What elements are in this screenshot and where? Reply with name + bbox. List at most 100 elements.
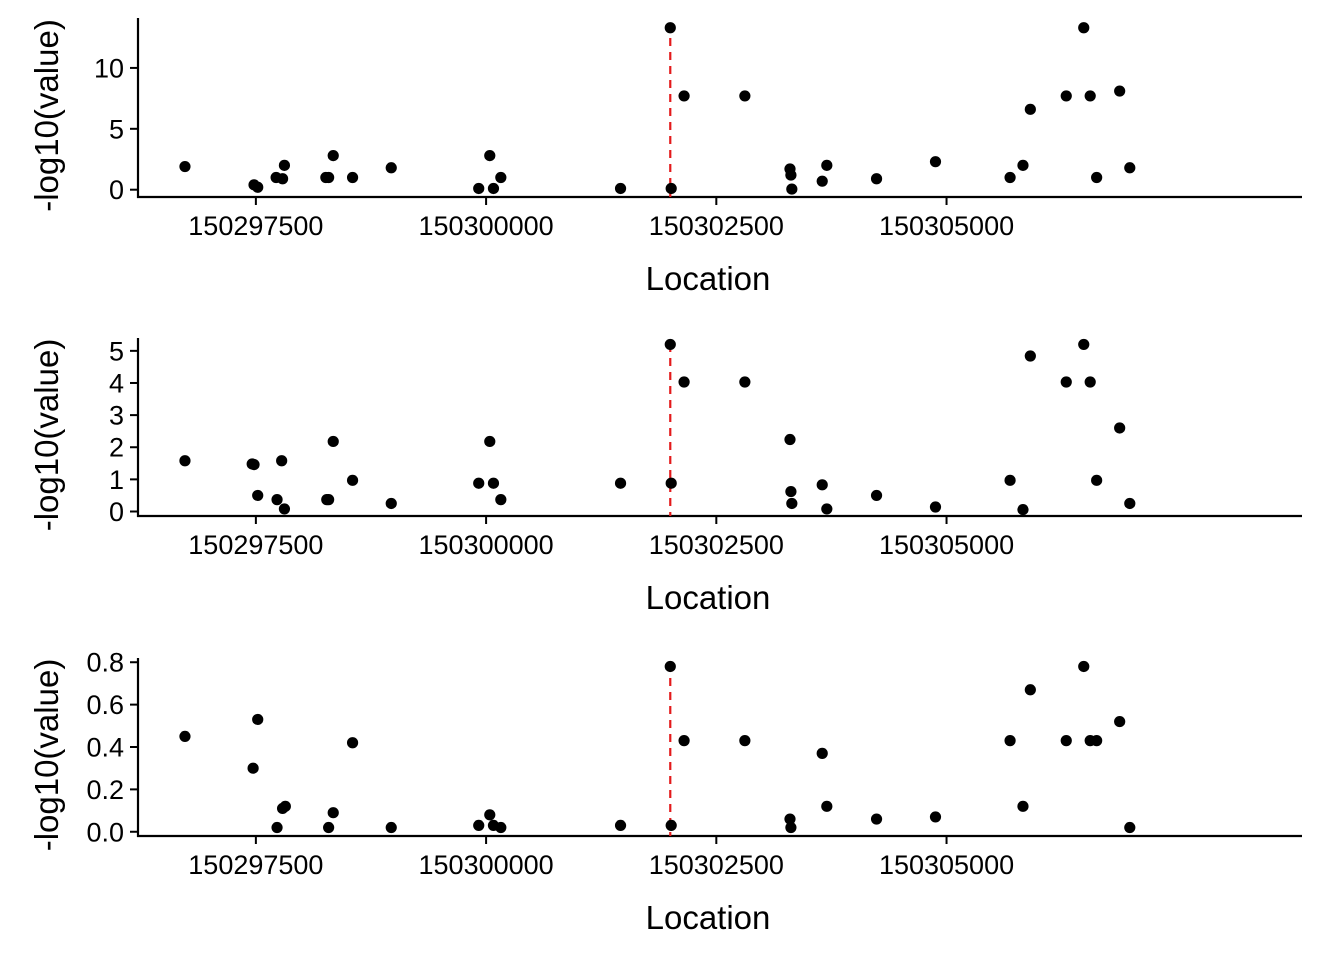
data-point xyxy=(385,162,397,174)
data-point xyxy=(614,182,627,195)
data-point xyxy=(271,821,283,834)
data-point xyxy=(271,494,283,506)
y-axis-title: -log10(value) xyxy=(28,19,65,212)
data-point xyxy=(1091,474,1103,486)
data-point xyxy=(179,730,191,743)
data-point xyxy=(179,455,191,467)
x-tick-label: 150305000 xyxy=(879,530,1014,560)
data-point xyxy=(870,173,883,185)
data-point xyxy=(614,819,627,832)
data-point xyxy=(1084,90,1096,102)
data-point xyxy=(1114,85,1126,97)
data-point xyxy=(495,821,507,834)
data-point xyxy=(1017,800,1029,812)
x-tick-label: 150302500 xyxy=(649,850,784,880)
y-tick-label: 0 xyxy=(109,497,124,527)
data-point xyxy=(678,376,690,388)
x-tick-label: 150297500 xyxy=(188,530,323,560)
data-point xyxy=(665,477,677,489)
x-tick-label: 150302500 xyxy=(649,211,784,241)
data-point xyxy=(665,182,677,195)
panel-3: 0.0 0.2 0.4 0.6 0.8 150297500 150300000 1503025… xyxy=(28,648,1302,936)
data-point xyxy=(1017,503,1029,516)
y-tick-label: 0.2 xyxy=(86,775,124,805)
y-tick-label: 2 xyxy=(109,433,124,463)
data-point xyxy=(785,169,797,181)
y-tick-label: 10 xyxy=(94,53,124,83)
data-point xyxy=(487,182,500,195)
y-tick-label: 0 xyxy=(109,175,124,205)
data-point xyxy=(487,477,500,489)
data-point xyxy=(1078,338,1090,351)
x-tick-label: 150297500 xyxy=(188,211,323,241)
data-point xyxy=(929,811,942,823)
y-tick-label: 5 xyxy=(109,336,124,366)
data-point xyxy=(346,171,359,184)
data-point xyxy=(929,501,942,513)
data-point xyxy=(484,149,496,162)
data-point xyxy=(346,737,359,749)
x-axis-title: Location xyxy=(646,260,771,297)
data-point xyxy=(278,503,291,515)
data-point xyxy=(346,474,359,486)
data-point xyxy=(495,494,507,506)
data-point xyxy=(816,175,828,187)
x-tick-label: 150300000 xyxy=(419,211,554,241)
x-tick-label: 150300000 xyxy=(419,850,554,880)
data-point xyxy=(870,813,883,825)
data-point xyxy=(785,485,797,498)
data-point xyxy=(1084,376,1096,388)
data-point xyxy=(1124,821,1136,834)
data-point xyxy=(821,503,833,515)
data-point xyxy=(816,747,828,759)
data-point xyxy=(484,435,496,448)
data-point xyxy=(870,489,883,502)
data-point xyxy=(279,800,291,812)
data-point xyxy=(276,455,288,467)
data-point xyxy=(786,183,798,195)
data-point xyxy=(1114,715,1126,728)
data-point xyxy=(323,171,335,184)
data-point xyxy=(385,821,397,834)
y-tick-label: 3 xyxy=(109,401,124,431)
data-point xyxy=(1060,735,1072,747)
y-tick-label: 0.0 xyxy=(86,817,124,847)
data-point xyxy=(1060,376,1072,388)
y-tick-label: 0.4 xyxy=(86,733,124,763)
x-tick-label: 150297500 xyxy=(188,850,323,880)
data-point xyxy=(1124,162,1136,174)
data-point xyxy=(323,821,335,834)
data-point xyxy=(1004,735,1016,747)
data-point xyxy=(1114,422,1126,434)
data-point xyxy=(1004,474,1016,486)
y-axis-title: -log10(value) xyxy=(28,659,65,852)
data-point xyxy=(821,159,833,171)
data-point xyxy=(179,160,191,173)
data-point xyxy=(678,735,690,747)
data-point xyxy=(821,800,833,812)
data-point xyxy=(1078,22,1090,34)
panel-1: 0 5 10 150297500 150300000 150302500 150305000… xyxy=(28,18,1302,297)
data-point xyxy=(739,376,751,388)
data-point xyxy=(784,433,796,446)
data-point xyxy=(1091,735,1103,747)
data-point xyxy=(247,762,259,774)
data-point xyxy=(664,22,676,34)
data-point xyxy=(252,181,264,193)
x-axis-title: Location xyxy=(646,899,771,936)
x-axis-title: Location xyxy=(646,579,771,616)
x-tick-label: 150302500 xyxy=(649,530,784,560)
x-tick-label: 150300000 xyxy=(419,530,554,560)
data-point xyxy=(276,173,289,185)
y-tick-label: 4 xyxy=(109,368,124,398)
data-point xyxy=(473,819,485,832)
data-point xyxy=(664,660,676,673)
data-point xyxy=(252,489,264,502)
data-point xyxy=(473,477,485,489)
data-point xyxy=(614,477,627,489)
data-point xyxy=(816,479,828,491)
data-point xyxy=(252,713,264,726)
data-point xyxy=(739,90,751,102)
